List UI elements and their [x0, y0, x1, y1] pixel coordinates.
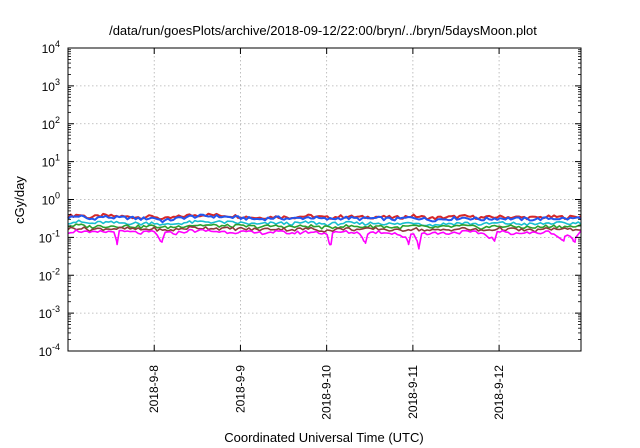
series-line: [67, 219, 582, 227]
y-tick-label: 104: [42, 39, 60, 56]
y-tick-label: 10-2: [39, 266, 60, 283]
y-tick-label: 103: [42, 77, 60, 94]
series-line: [67, 225, 582, 233]
axis-ticks: [68, 47, 581, 352]
x-axis-label: Coordinated Universal Time (UTC): [224, 430, 423, 445]
y-tick-labels: 10-4 10-3 10-2 10-1 100 101 102 103 104: [39, 39, 60, 359]
chart-title: /data/run/goesPlots/archive/2018-09-12/2…: [109, 23, 537, 38]
x-tick-label: 2018-9-11: [406, 365, 420, 419]
y-tick-label: 100: [42, 191, 60, 208]
x-tick-label: 2018-9-9: [233, 365, 247, 413]
y-tick-label: 10-1: [39, 228, 60, 245]
y-tick-label: 101: [42, 153, 60, 170]
series-layer: [67, 212, 582, 250]
y-tick-label: 10-4: [39, 342, 60, 359]
series-line: [67, 212, 582, 221]
x-tick-labels: 2018-9-8 2018-9-9 2018-9-10 2018-9-11 2018-9…: [147, 365, 506, 420]
series-line: [67, 228, 582, 250]
series-line: [67, 213, 582, 224]
y-tick-label: 102: [42, 115, 60, 132]
y-tick-label: 10-3: [39, 304, 60, 321]
x-tick-label: 2018-9-10: [320, 365, 334, 420]
x-tick-label: 2018-9-12: [492, 365, 506, 420]
y-axis-label: cGy/day: [12, 176, 27, 224]
x-tick-label: 2018-9-8: [147, 365, 161, 413]
series-line: [67, 223, 582, 231]
grid-lines: [68, 48, 581, 351]
